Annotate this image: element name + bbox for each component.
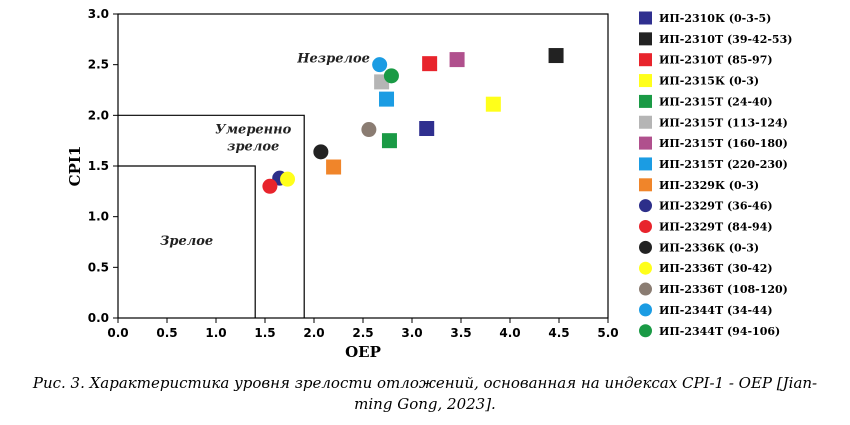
caption-line-1: Рис. 3. Характеристика уровня зрелости о… [32, 374, 818, 392]
x-tick-label: 3.5 [450, 326, 471, 340]
zone-boundary-1 [118, 114, 305, 318]
x-tick-label: 0.0 [107, 326, 128, 340]
zone-label-line: зрелое [227, 140, 279, 155]
legend-marker-14 [639, 303, 652, 317]
y-tick-label: 2.0 [88, 108, 109, 122]
x-tick-label: 0.5 [156, 326, 177, 340]
data-points [262, 48, 564, 194]
x-tick-label: 1.0 [205, 326, 226, 340]
legend-label-10: ИП-2329Т (84-94) [659, 221, 773, 234]
legend-label-7: ИП-2315Т (220-230) [659, 158, 788, 171]
data-point-12 [280, 171, 296, 187]
legend-label-6: ИП-2315Т (160-180) [659, 137, 788, 150]
x-tick-label: 2.0 [303, 326, 324, 340]
x-tick-label: 3.0 [401, 326, 422, 340]
y-tick-label: 1.0 [88, 210, 109, 224]
legend-label-11: ИП-2336К (0-3) [659, 241, 759, 254]
zone-label-2: Незрелое [296, 52, 370, 67]
axis-ticks: 0.0 0.5 1.0 1.5 2.0 2.5 3.0 3.5 4.0 4.5 5.0 0.0 0.5 1… [88, 7, 619, 340]
data-point-13 [361, 122, 377, 138]
legend-label-5: ИП-2315Т (113-124) [659, 116, 788, 129]
scatter-chart: Зрелое Умеренно зрелое Незрелое 0.0 0.5 1.0 1.… [66, 7, 792, 361]
data-point-7 [379, 91, 395, 107]
x-tick-label: 1.5 [254, 326, 275, 340]
legend-marker-3 [639, 74, 652, 88]
x-axis-title: OEP [345, 343, 381, 361]
legend-label-13: ИП-2336Т (108-120) [659, 283, 788, 296]
legend: ИП-2310К (0-3-5) ИП-2310Т (39-42-53) ИП-23… [639, 11, 792, 338]
data-point-3 [485, 96, 501, 112]
legend-marker-0 [639, 11, 652, 25]
legend-label-9: ИП-2329Т (36-46) [659, 200, 773, 213]
zone-label-line: Зрелое [160, 234, 213, 249]
y-axis-title: CPI1 [66, 146, 84, 187]
data-point-0 [419, 121, 435, 137]
caption-line-2: ming Gong, 2023]. [354, 395, 496, 413]
x-tick-label: 4.0 [499, 326, 520, 340]
y-tick-label: 0.0 [88, 311, 109, 325]
legend-marker-1 [639, 32, 652, 46]
legend-marker-8 [639, 178, 652, 192]
y-tick-label: 2.5 [88, 58, 109, 72]
data-point-1 [548, 48, 564, 64]
legend-marker-10 [639, 220, 652, 233]
legend-marker-5 [639, 115, 652, 129]
y-tick-label: 3.0 [88, 7, 109, 21]
legend-label-8: ИП-2329К (0-3) [659, 179, 759, 192]
legend-label-15: ИП-2344Т (94-106) [659, 325, 780, 338]
legend-label-3: ИП-2315К (0-3) [659, 75, 759, 88]
legend-label-2: ИП-2310Т (85-97) [659, 54, 773, 67]
legend-marker-4 [639, 94, 652, 108]
legend-marker-2 [639, 53, 652, 67]
legend-marker-7 [639, 157, 652, 171]
legend-marker-12 [639, 261, 652, 275]
zone-label-line: Незрелое [296, 52, 370, 67]
data-point-11 [313, 144, 329, 160]
legend-marker-6 [639, 136, 652, 150]
zone-boundary-0 [118, 165, 256, 318]
x-tick-label: 4.5 [548, 326, 569, 340]
data-point-6 [449, 52, 465, 68]
legend-marker-9 [639, 199, 652, 213]
data-point-15 [383, 68, 399, 84]
legend-label-12: ИП-2336Т (30-42) [659, 262, 773, 275]
legend-marker-13 [639, 282, 652, 296]
figure-caption: Рис. 3. Характеристика уровня зрелости о… [0, 373, 850, 415]
zone-label-1: Умеренно зрелое [215, 123, 291, 155]
data-point-8 [326, 159, 342, 175]
zone-label-0: Зрелое [160, 234, 213, 249]
y-tick-label: 0.5 [88, 260, 109, 274]
x-tick-label: 5.0 [597, 326, 618, 340]
legend-label-14: ИП-2344Т (34-44) [659, 304, 773, 317]
x-tick-label: 2.5 [352, 326, 373, 340]
legend-marker-11 [639, 240, 652, 254]
legend-marker-15 [639, 324, 652, 338]
data-point-2 [422, 56, 438, 72]
legend-label-4: ИП-2315Т (24-40) [659, 95, 773, 108]
y-tick-label: 1.5 [88, 159, 109, 173]
data-point-14 [372, 57, 388, 73]
zone-label-line: Умеренно [215, 123, 291, 138]
maturity-zones: Зрелое Умеренно зрелое Незрелое [118, 52, 370, 318]
data-point-10 [262, 178, 278, 194]
legend-label-0: ИП-2310К (0-3-5) [659, 12, 771, 25]
data-point-4 [381, 133, 397, 149]
legend-label-1: ИП-2310Т (39-42-53) [659, 33, 792, 46]
